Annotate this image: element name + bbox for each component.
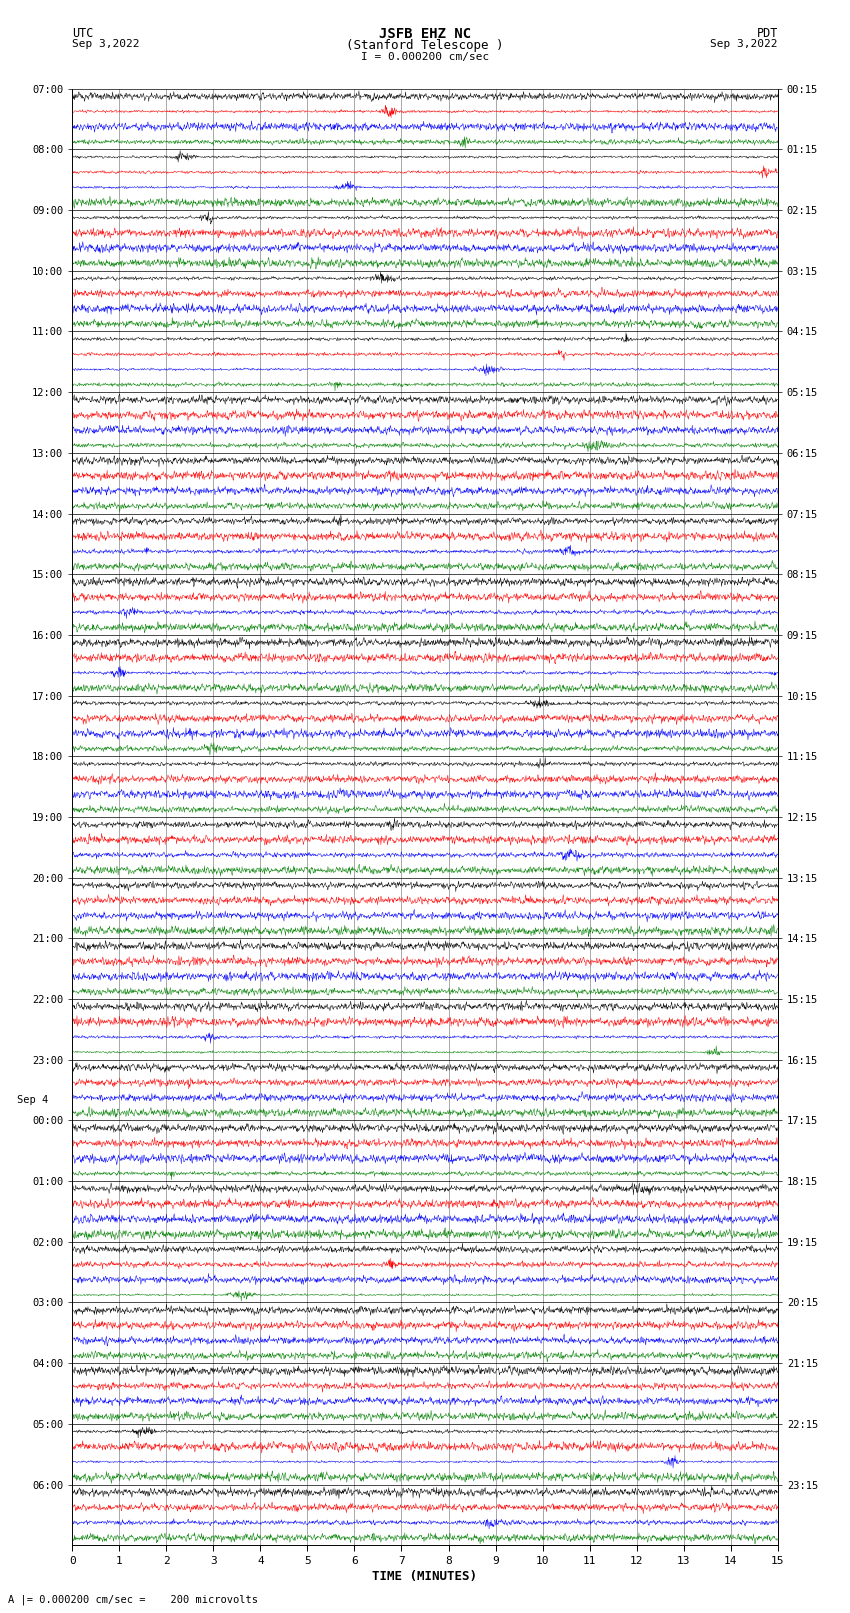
Text: Sep 3,2022: Sep 3,2022	[72, 39, 139, 48]
Text: Sep 3,2022: Sep 3,2022	[711, 39, 778, 48]
Text: UTC: UTC	[72, 27, 94, 40]
Text: A |= 0.000200 cm/sec =    200 microvolts: A |= 0.000200 cm/sec = 200 microvolts	[8, 1594, 258, 1605]
Text: (Stanford Telescope ): (Stanford Telescope )	[346, 39, 504, 52]
X-axis label: TIME (MINUTES): TIME (MINUTES)	[372, 1569, 478, 1582]
Text: JSFB EHZ NC: JSFB EHZ NC	[379, 27, 471, 42]
Text: PDT: PDT	[756, 27, 778, 40]
Text: Sep 4: Sep 4	[18, 1095, 48, 1105]
Text: I = 0.000200 cm/sec: I = 0.000200 cm/sec	[361, 52, 489, 61]
